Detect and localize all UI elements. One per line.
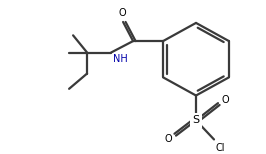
Text: O: O <box>221 95 228 105</box>
Text: NH: NH <box>113 54 128 64</box>
Text: O: O <box>164 134 172 144</box>
Text: Cl: Cl <box>216 143 226 153</box>
Text: S: S <box>192 115 200 125</box>
Text: O: O <box>118 8 126 18</box>
